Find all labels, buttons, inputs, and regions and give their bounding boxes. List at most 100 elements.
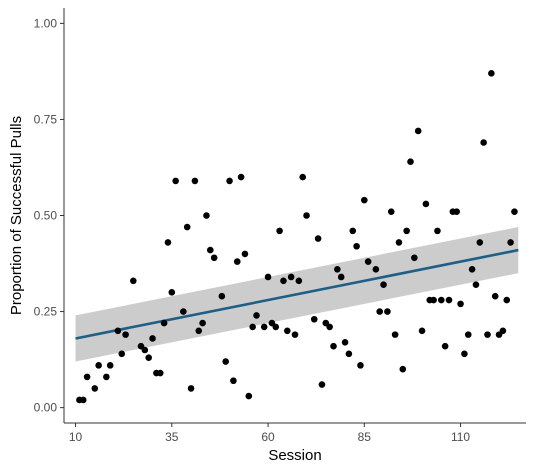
- data-point: [334, 265, 341, 273]
- data-point: [445, 296, 453, 304]
- data-point: [230, 377, 237, 385]
- data-point: [260, 323, 268, 331]
- data-point: [434, 227, 441, 235]
- y-tick-label: 0.25: [34, 305, 58, 319]
- data-point: [476, 239, 484, 246]
- x-tick-label: 35: [165, 430, 179, 444]
- y-tick-label: 1.00: [34, 16, 58, 30]
- data-point: [210, 254, 218, 262]
- data-point: [399, 365, 407, 373]
- fit-line: [75, 248, 519, 340]
- data-point: [403, 227, 410, 235]
- points-layer: [76, 70, 518, 404]
- data-point: [438, 296, 445, 304]
- data-point: [411, 254, 418, 262]
- data-point: [488, 70, 495, 77]
- data-point: [199, 319, 206, 327]
- data-point: [299, 173, 307, 181]
- x-axis-title: Session: [268, 447, 321, 464]
- data-point: [149, 335, 156, 342]
- axes-layer: [63, 8, 526, 424]
- x-tick-label: 10: [69, 430, 83, 444]
- y-tick-label: 0.50: [34, 209, 58, 223]
- data-point: [314, 235, 322, 242]
- data-point: [233, 258, 241, 265]
- x-ticks-layer: 10 35 60 85 110: [69, 423, 470, 444]
- data-point: [384, 308, 391, 315]
- data-point: [480, 139, 487, 146]
- data-point: [156, 369, 164, 377]
- data-point: [245, 392, 253, 400]
- data-point: [422, 200, 430, 208]
- data-point: [114, 327, 122, 335]
- data-point: [457, 300, 464, 308]
- data-point: [330, 342, 337, 350]
- data-point: [318, 381, 326, 388]
- data-point: [295, 277, 303, 285]
- data-point: [345, 350, 353, 358]
- data-point: [180, 308, 187, 315]
- data-point: [349, 227, 357, 235]
- data-point: [83, 373, 91, 381]
- data-point: [372, 265, 380, 273]
- data-point: [303, 212, 310, 219]
- data-point: [484, 331, 491, 338]
- data-point: [407, 158, 414, 166]
- data-point: [499, 327, 507, 335]
- data-point: [222, 358, 229, 365]
- data-point: [237, 173, 245, 181]
- data-point: [357, 362, 364, 369]
- data-point: [430, 296, 437, 304]
- data-point: [130, 277, 137, 285]
- data-point: [507, 239, 514, 246]
- data-point: [511, 208, 518, 215]
- data-point: [145, 354, 152, 361]
- data-point: [203, 212, 210, 219]
- data-point: [264, 273, 272, 281]
- data-point: [414, 127, 422, 135]
- data-point: [310, 315, 318, 323]
- data-point: [187, 385, 195, 392]
- data-point: [195, 327, 203, 335]
- data-point: [241, 250, 249, 258]
- y-ticks-layer: 0.00 0.25 0.50 0.75 1.00: [34, 16, 64, 415]
- data-point: [191, 177, 199, 185]
- data-point: [491, 292, 499, 300]
- data-point: [118, 350, 126, 358]
- data-point: [91, 385, 99, 392]
- data-point: [337, 273, 345, 281]
- data-point: [361, 196, 368, 204]
- data-point: [503, 296, 511, 304]
- data-point: [472, 281, 480, 288]
- data-point: [461, 350, 468, 358]
- data-point: [387, 208, 395, 215]
- data-point: [464, 331, 472, 338]
- data-point: [249, 323, 256, 331]
- data-point: [418, 327, 426, 335]
- data-point: [226, 177, 233, 185]
- x-tick-label: 60: [261, 430, 275, 444]
- y-axis-title: Proportion of Successful Pulls: [8, 116, 25, 315]
- data-point: [326, 323, 333, 331]
- y-tick-label: 0.75: [34, 112, 58, 126]
- data-point: [141, 346, 149, 354]
- x-tick-label: 110: [451, 430, 470, 444]
- x-tick-label: 85: [358, 430, 372, 444]
- data-point: [95, 362, 102, 369]
- data-point: [468, 265, 476, 273]
- data-point: [287, 273, 295, 281]
- data-point: [122, 331, 129, 338]
- data-point: [353, 242, 360, 250]
- data-point: [207, 246, 214, 254]
- data-point: [218, 292, 226, 300]
- fit-line-layer: [75, 248, 519, 340]
- data-point: [395, 239, 403, 246]
- data-point: [280, 277, 287, 285]
- data-point: [453, 208, 461, 215]
- data-point: [341, 339, 349, 346]
- data-point: [391, 331, 399, 338]
- data-point: [441, 342, 449, 350]
- data-point: [172, 177, 179, 185]
- data-point: [364, 258, 372, 265]
- data-point: [276, 227, 283, 235]
